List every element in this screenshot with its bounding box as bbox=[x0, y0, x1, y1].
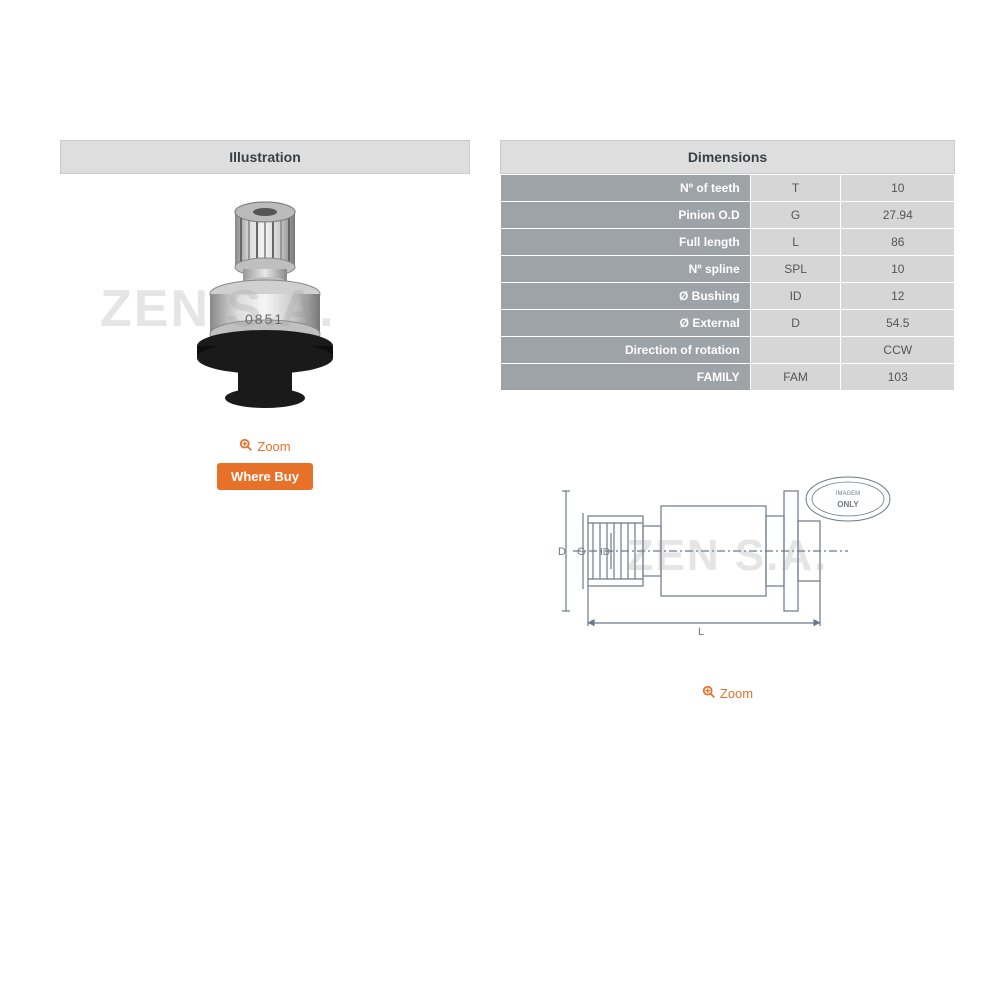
dimension-label: Ø External bbox=[501, 310, 751, 337]
technical-diagram: D G ID L IMAGEM ONLY bbox=[538, 471, 918, 641]
dimension-code: FAM bbox=[750, 364, 841, 391]
diagram-zoom-controls: Zoom bbox=[500, 681, 955, 702]
zoom-link-diagram[interactable]: Zoom bbox=[702, 685, 753, 702]
dimension-code: SPL bbox=[750, 256, 841, 283]
dimension-code: L bbox=[750, 229, 841, 256]
dimension-label: Direction of rotation bbox=[501, 337, 751, 364]
dimensions-column: Dimensions Nº of teethT10Pinion O.DG27.9… bbox=[500, 140, 955, 702]
dimension-value: 27.94 bbox=[841, 202, 955, 229]
dimension-label: Full length bbox=[501, 229, 751, 256]
table-row: Ø ExternalD54.5 bbox=[501, 310, 955, 337]
table-row: Pinion O.DG27.94 bbox=[501, 202, 955, 229]
dimensions-header: Dimensions bbox=[500, 140, 955, 174]
zoom-label: Zoom bbox=[720, 686, 753, 701]
magnify-icon bbox=[702, 685, 716, 702]
diagram-area: ZEN S.A. bbox=[500, 451, 955, 661]
dimension-value: CCW bbox=[841, 337, 955, 364]
illustration-column: Illustration ZEN S.A. bbox=[60, 140, 470, 702]
svg-text:0851: 0851 bbox=[245, 311, 284, 327]
svg-text:ONLY: ONLY bbox=[837, 500, 859, 509]
illustration-controls: Zoom Where Buy bbox=[60, 434, 470, 490]
illustration-header: Illustration bbox=[60, 140, 470, 174]
zoom-link-illustration[interactable]: Zoom bbox=[239, 438, 290, 455]
dimension-value: 86 bbox=[841, 229, 955, 256]
table-row: Direction of rotation CCW bbox=[501, 337, 955, 364]
product-detail-container: Illustration ZEN S.A. bbox=[0, 0, 1000, 702]
svg-text:G: G bbox=[577, 546, 586, 558]
svg-text:ID: ID bbox=[600, 547, 610, 558]
svg-text:D: D bbox=[558, 546, 566, 558]
dimension-label: Pinion O.D bbox=[501, 202, 751, 229]
dimension-code: D bbox=[750, 310, 841, 337]
dimension-code: ID bbox=[750, 283, 841, 310]
dimension-code: T bbox=[750, 175, 841, 202]
svg-text:L: L bbox=[698, 626, 704, 638]
dimensions-table: Nº of teethT10Pinion O.DG27.94Full lengt… bbox=[500, 174, 955, 391]
product-image: 0851 bbox=[165, 194, 365, 414]
table-row: Nº splineSPL10 bbox=[501, 256, 955, 283]
dimension-label: FAMILY bbox=[501, 364, 751, 391]
svg-text:IMAGEM: IMAGEM bbox=[835, 491, 859, 497]
table-row: Full lengthL86 bbox=[501, 229, 955, 256]
dimension-value: 103 bbox=[841, 364, 955, 391]
table-row: FAMILYFAM103 bbox=[501, 364, 955, 391]
dimension-label: Nº of teeth bbox=[501, 175, 751, 202]
where-buy-button[interactable]: Where Buy bbox=[217, 463, 313, 490]
dimension-code: G bbox=[750, 202, 841, 229]
table-row: Nº of teethT10 bbox=[501, 175, 955, 202]
dimension-value: 10 bbox=[841, 175, 955, 202]
dimension-value: 12 bbox=[841, 283, 955, 310]
dimension-value: 54.5 bbox=[841, 310, 955, 337]
zoom-label: Zoom bbox=[257, 439, 290, 454]
magnify-icon bbox=[239, 438, 253, 455]
dimension-label: Nº spline bbox=[501, 256, 751, 283]
illustration-area: ZEN S.A. bbox=[60, 174, 470, 434]
dimension-label: Ø Bushing bbox=[501, 283, 751, 310]
table-row: Ø BushingID12 bbox=[501, 283, 955, 310]
dimension-code bbox=[750, 337, 841, 364]
dimension-value: 10 bbox=[841, 256, 955, 283]
